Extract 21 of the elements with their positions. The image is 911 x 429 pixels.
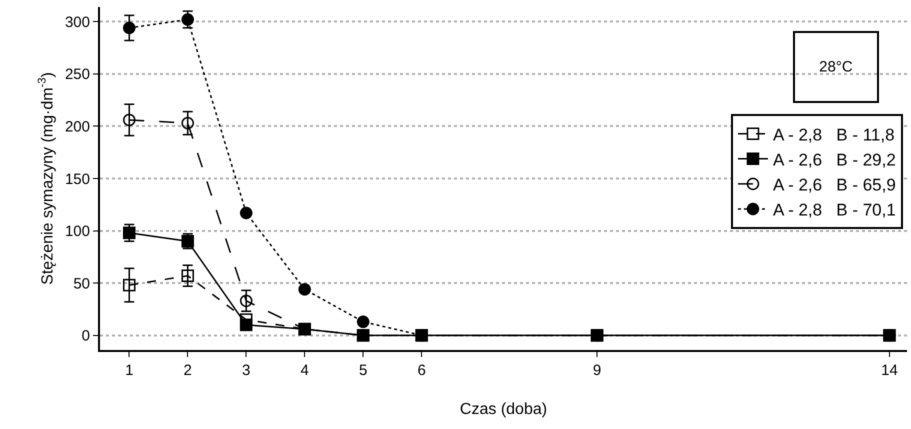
legend-label: A - 2,6 B - 29,2: [772, 150, 896, 170]
y-tick-label: 150: [64, 170, 90, 188]
x-tick-label: 14: [881, 362, 898, 379]
y-tick-label: 250: [64, 66, 90, 84]
x-axis-title: Czas (doba): [460, 401, 548, 418]
y-tick-label: 200: [64, 118, 90, 136]
legend-label: A - 2,6 B - 65,9: [772, 176, 896, 195]
x-tick-label: 4: [300, 362, 309, 379]
annotation: 28°C: [819, 58, 853, 76]
legend-label: A - 2,8 B - 11,8: [772, 125, 895, 144]
y-tick-label: 0: [82, 328, 90, 345]
x-tick-label: 1: [125, 362, 134, 379]
y-tick-label: 100: [64, 223, 90, 240]
x-tick-label: 2: [184, 362, 192, 379]
legend-label: A - 2,8 B - 70,1: [772, 200, 896, 220]
y-tick-label: 300: [64, 14, 90, 31]
x-tick-label: 5: [358, 362, 368, 379]
x-tick-label: 3: [242, 362, 250, 379]
x-tick-label: 6: [417, 362, 426, 379]
y-tick-label: 50: [73, 275, 90, 292]
x-tick-label: 9: [592, 362, 602, 379]
